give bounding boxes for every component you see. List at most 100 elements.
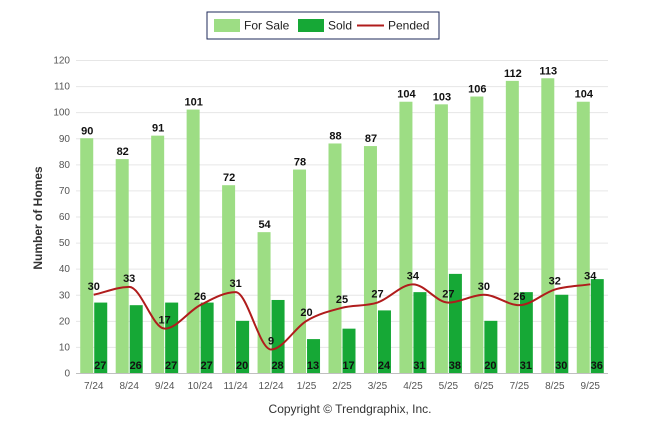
bar-sold[interactable] <box>448 273 462 373</box>
data-label-for-sale: 103 <box>433 91 451 103</box>
bar-for-sale[interactable] <box>115 159 129 373</box>
x-tick-label: 7/25 <box>510 381 530 392</box>
data-label-sold: 31 <box>413 360 425 372</box>
y-tick-label: 110 <box>54 82 70 93</box>
data-label-sold: 38 <box>449 360 461 372</box>
bar-for-sale[interactable] <box>222 185 236 373</box>
bar-sold[interactable] <box>519 292 533 373</box>
bar-for-sale[interactable] <box>80 138 94 373</box>
bar-for-sale[interactable] <box>186 109 200 373</box>
data-label-sold: 36 <box>591 360 603 372</box>
data-label-sold: 31 <box>520 360 532 372</box>
data-label-sold: 30 <box>555 360 567 372</box>
data-label-for-sale: 87 <box>365 133 377 145</box>
legend[interactable]: For Sale Sold Pended <box>206 11 440 40</box>
bar-sold[interactable] <box>94 302 108 373</box>
bar-for-sale[interactable] <box>363 146 377 373</box>
data-label-sold: 24 <box>378 360 391 372</box>
y-tick-label: 20 <box>59 316 71 327</box>
bar-sold[interactable] <box>236 320 250 373</box>
x-tick-label: 8/25 <box>545 381 565 392</box>
bar-sold[interactable] <box>129 305 143 373</box>
data-labels: 90 27 82 26 91 27 101 27 72 20 54 28 78 13 88 17 87 24 104… <box>81 65 603 372</box>
data-label-for-sale: 88 <box>329 130 341 142</box>
data-label-sold: 20 <box>236 360 248 372</box>
data-label-for-sale: 101 <box>184 97 202 109</box>
bar-sold[interactable] <box>377 310 391 373</box>
data-label-pended: 32 <box>549 276 561 288</box>
data-label-for-sale: 54 <box>258 219 271 231</box>
bar-sold[interactable] <box>413 292 427 373</box>
y-tick-label: 50 <box>59 238 71 249</box>
y-tick-label: 80 <box>59 160 71 171</box>
pended-series-line[interactable] <box>93 283 591 351</box>
bar-sold[interactable] <box>200 302 214 373</box>
bar-sold[interactable] <box>165 302 179 373</box>
bar-for-sale[interactable] <box>293 169 307 373</box>
bar-for-sale[interactable] <box>399 101 413 373</box>
data-label-sold: 27 <box>165 360 177 372</box>
x-tick-label: 2/25 <box>332 381 352 392</box>
bar-sold[interactable] <box>271 299 285 373</box>
x-tick-label: 6/25 <box>474 381 494 392</box>
y-tick-label: 90 <box>59 134 71 145</box>
data-label-for-sale: 112 <box>504 68 522 80</box>
data-label-pended: 26 <box>513 291 525 303</box>
data-label-sold: 26 <box>130 360 142 372</box>
gridlines <box>76 60 608 374</box>
data-label-sold: 13 <box>307 360 319 372</box>
bar-sold[interactable] <box>555 294 569 373</box>
data-label-for-sale: 72 <box>223 172 235 184</box>
y-tick-label: 40 <box>59 264 71 275</box>
bar-for-sale[interactable] <box>505 80 519 373</box>
data-label-pended: 27 <box>371 289 383 301</box>
bar-sold[interactable] <box>484 320 498 373</box>
data-label-pended: 9 <box>268 336 274 348</box>
y-tick-label: 100 <box>53 108 70 119</box>
data-label-pended: 17 <box>159 315 171 327</box>
bar-sold[interactable] <box>307 339 321 373</box>
data-label-for-sale: 90 <box>81 125 93 137</box>
data-label-for-sale: 104 <box>575 89 594 101</box>
bar-for-sale[interactable] <box>470 96 484 374</box>
copyright-credit: Copyright © Trendgraphix, Inc. <box>269 402 432 416</box>
data-label-sold: 27 <box>94 360 106 372</box>
y-tick-label: 0 <box>64 369 70 380</box>
bar-for-sale[interactable] <box>151 135 165 373</box>
y-tick-label: 70 <box>59 186 71 197</box>
x-tick-label: 12/24 <box>259 381 284 392</box>
data-label-pended: 25 <box>336 294 348 306</box>
bar-sold[interactable] <box>342 328 356 373</box>
x-tick-label: 8/24 <box>119 381 139 392</box>
bar-for-sale[interactable] <box>434 104 448 373</box>
data-label-for-sale: 82 <box>117 146 129 158</box>
data-label-pended: 27 <box>442 289 454 301</box>
data-label-pended: 34 <box>407 270 420 282</box>
x-tick-label: 1/25 <box>297 381 317 392</box>
x-tick-label: 10/24 <box>188 381 213 392</box>
x-tick-label: 9/24 <box>155 381 175 392</box>
bar-for-sale[interactable] <box>576 101 590 373</box>
bar-sold[interactable] <box>590 279 604 373</box>
legend-for-sale-label[interactable]: For Sale <box>244 19 290 33</box>
y-axis: 0 10 20 30 40 50 60 70 80 90 100 110 120 <box>53 56 70 380</box>
x-tick-label: 9/25 <box>581 381 601 392</box>
legend-sold-label[interactable]: Sold <box>328 19 352 33</box>
bar-for-sale[interactable] <box>541 78 555 373</box>
y-tick-label: 10 <box>59 342 71 353</box>
legend-sold-swatch <box>298 19 324 32</box>
y-tick-label: 60 <box>59 212 71 223</box>
data-label-pended: 31 <box>229 278 241 290</box>
data-label-for-sale: 106 <box>468 84 486 96</box>
bar-for-sale[interactable] <box>328 143 342 373</box>
data-label-for-sale: 113 <box>539 65 557 77</box>
bar-for-sale[interactable] <box>257 232 271 373</box>
legend-pended-label[interactable]: Pended <box>388 19 429 33</box>
data-label-pended: 30 <box>478 281 490 293</box>
data-label-for-sale: 91 <box>152 123 164 135</box>
x-tick-label: 4/25 <box>403 381 423 392</box>
x-tick-label: 3/25 <box>368 381 388 392</box>
y-tick-label: 30 <box>59 290 71 301</box>
data-label-sold: 28 <box>271 360 283 372</box>
